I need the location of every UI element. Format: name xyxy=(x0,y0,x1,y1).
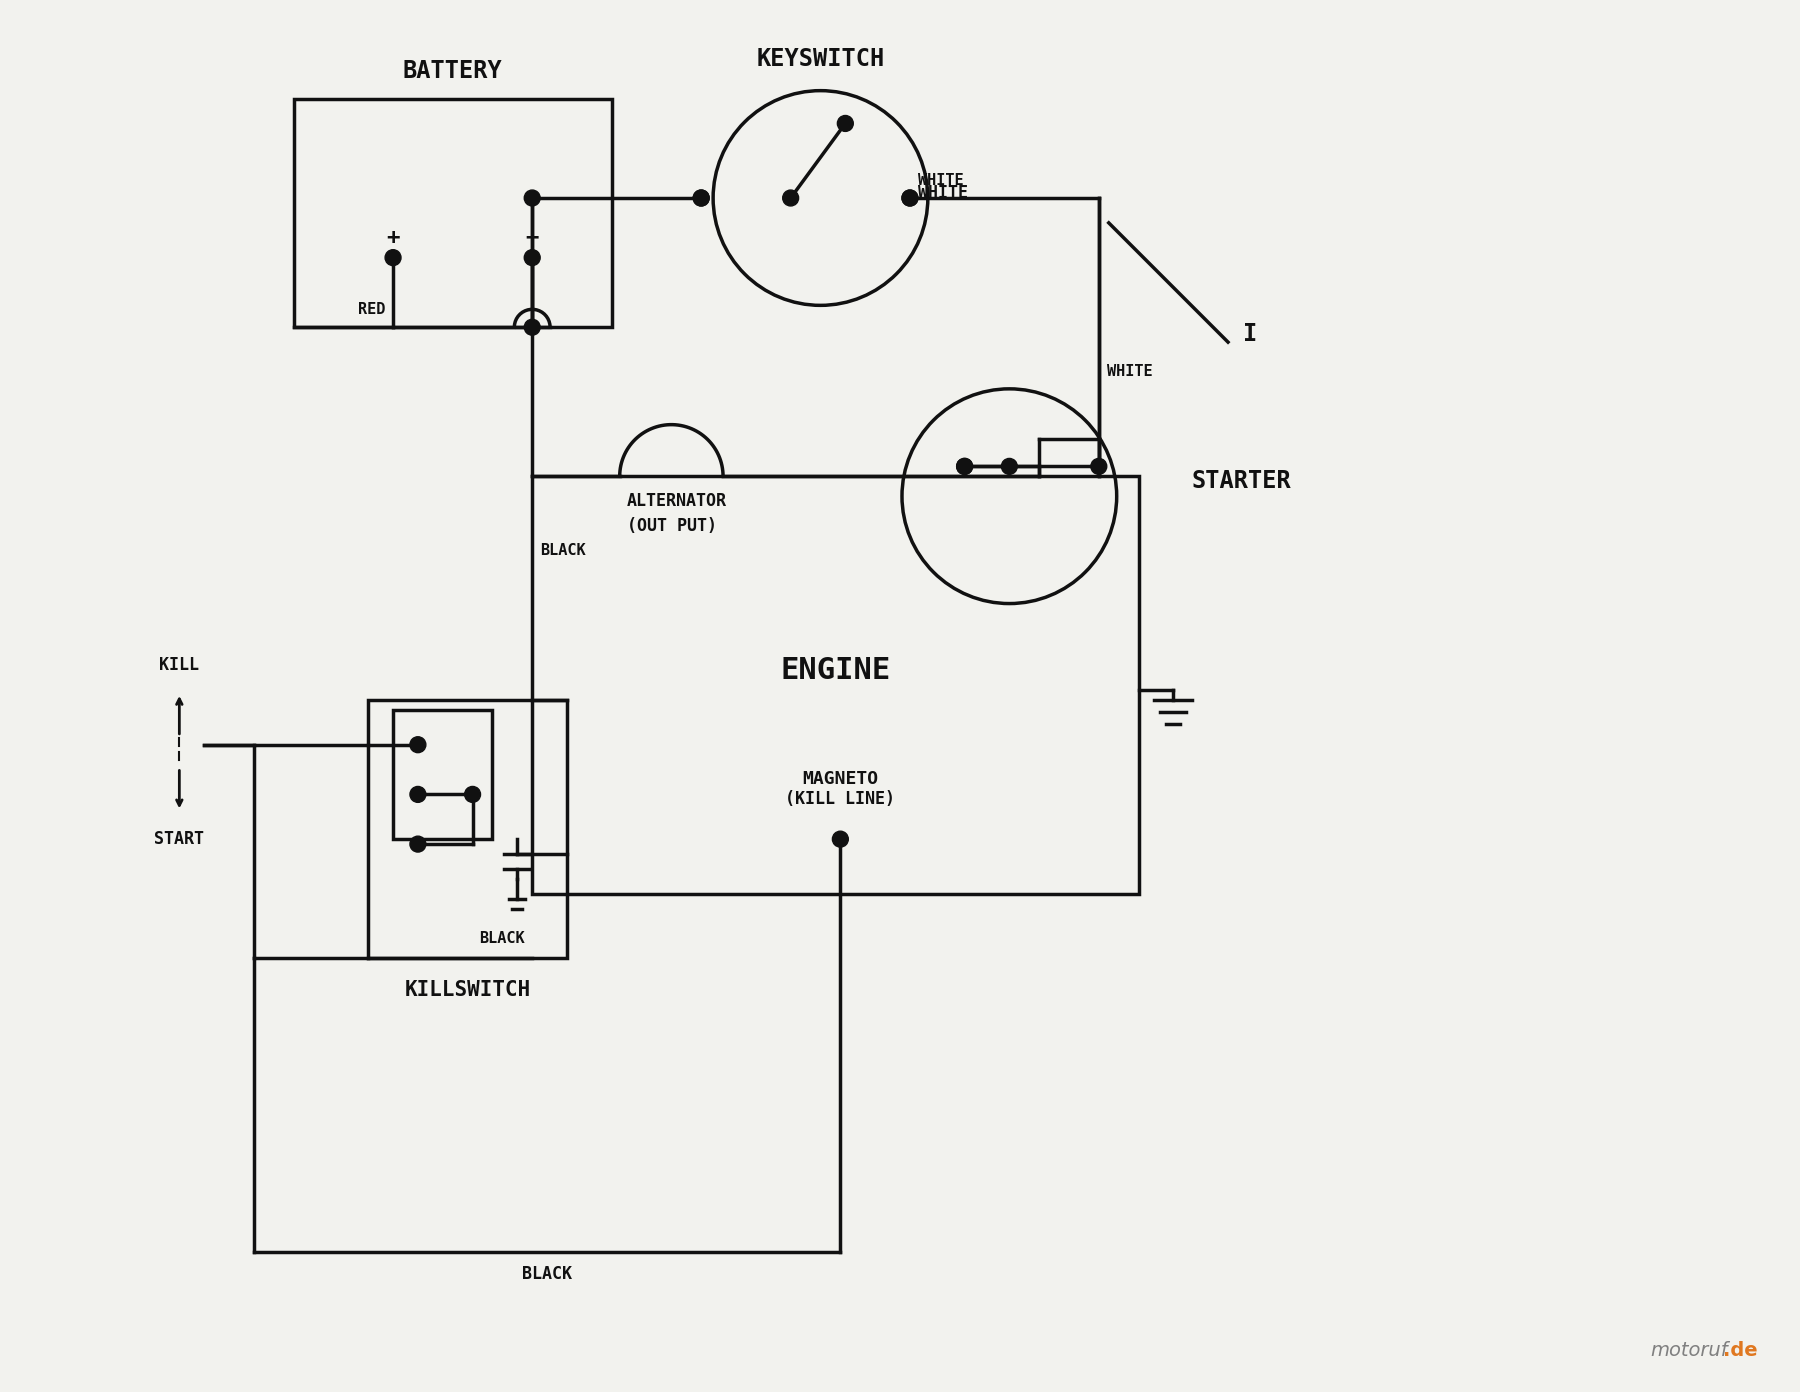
Text: STARTER: STARTER xyxy=(1192,469,1291,493)
Bar xyxy=(392,710,493,839)
Text: WHITE: WHITE xyxy=(918,184,968,202)
Text: ENGINE: ENGINE xyxy=(779,656,891,685)
Text: BLACK: BLACK xyxy=(540,543,585,558)
Circle shape xyxy=(1091,458,1107,475)
Text: (KILL LINE): (KILL LINE) xyxy=(785,791,895,809)
Text: BLACK: BLACK xyxy=(479,931,526,947)
Circle shape xyxy=(410,837,427,852)
Circle shape xyxy=(693,191,709,206)
Bar xyxy=(293,99,612,327)
Circle shape xyxy=(902,191,918,206)
Text: WHITE: WHITE xyxy=(918,173,963,188)
Circle shape xyxy=(524,191,540,206)
Text: BLACK: BLACK xyxy=(522,1264,572,1282)
Circle shape xyxy=(902,191,918,206)
Text: RED: RED xyxy=(358,302,385,317)
Text: .de: .de xyxy=(1723,1340,1757,1360)
Text: −: − xyxy=(526,228,538,248)
Circle shape xyxy=(464,786,481,802)
Text: KEYSWITCH: KEYSWITCH xyxy=(756,47,884,71)
Circle shape xyxy=(956,458,972,475)
Circle shape xyxy=(956,458,972,475)
Circle shape xyxy=(410,786,427,802)
Bar xyxy=(369,700,567,959)
Text: START: START xyxy=(155,830,205,848)
Circle shape xyxy=(832,831,848,848)
Text: ALTERNATOR: ALTERNATOR xyxy=(626,493,727,511)
Circle shape xyxy=(385,249,401,266)
Text: BATTERY: BATTERY xyxy=(403,58,502,82)
Text: I: I xyxy=(1242,322,1256,347)
Circle shape xyxy=(524,249,540,266)
Circle shape xyxy=(837,116,853,131)
Circle shape xyxy=(1001,458,1017,475)
Text: KILL: KILL xyxy=(160,656,200,674)
Circle shape xyxy=(524,319,540,335)
Text: +: + xyxy=(387,228,400,248)
Circle shape xyxy=(693,191,709,206)
Text: motoruf: motoruf xyxy=(1651,1340,1728,1360)
Text: KILLSWITCH: KILLSWITCH xyxy=(405,980,531,1001)
Circle shape xyxy=(783,191,799,206)
Text: (OUT PUT): (OUT PUT) xyxy=(626,516,716,535)
Circle shape xyxy=(410,736,427,753)
Bar xyxy=(533,476,1139,894)
Text: WHITE: WHITE xyxy=(1107,365,1152,380)
Text: MAGNETO: MAGNETO xyxy=(803,771,878,788)
